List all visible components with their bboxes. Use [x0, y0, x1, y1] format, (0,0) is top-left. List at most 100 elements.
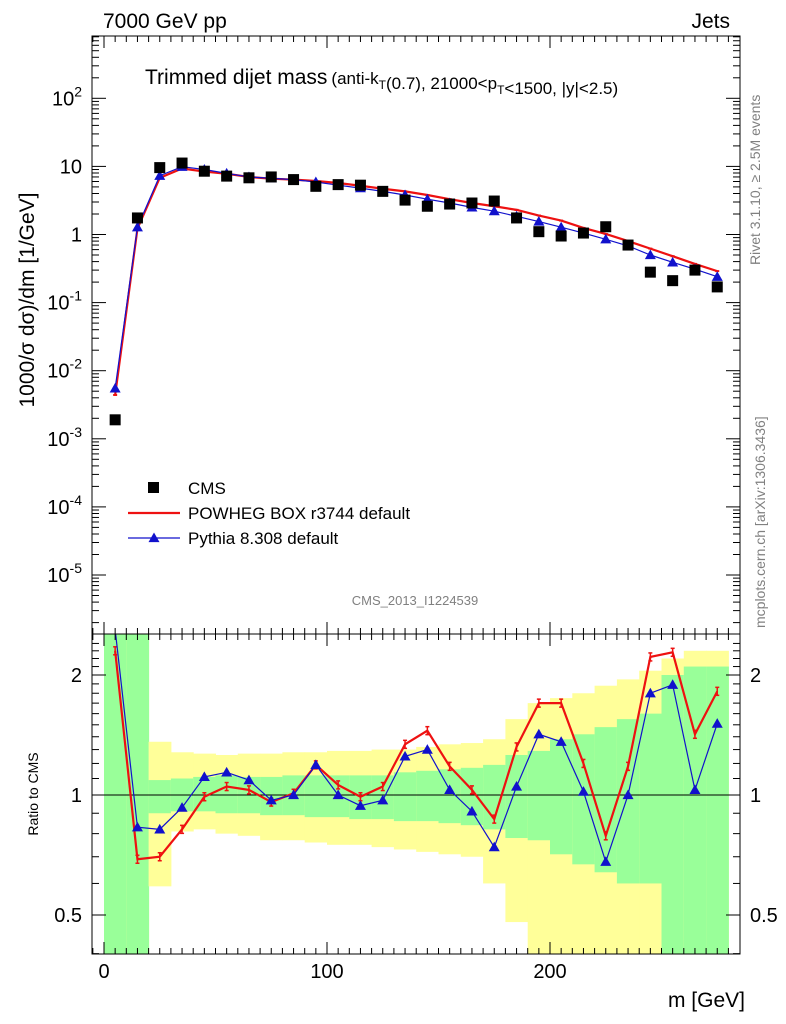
- legend-label: POWHEG BOX r3744 default: [188, 504, 410, 523]
- cms-point: [577, 227, 589, 239]
- inner-band-bin: [550, 739, 573, 855]
- pythia-ratio-point: [622, 789, 634, 800]
- y-tick-label-base: 10: [47, 497, 69, 519]
- pythia-point: [711, 271, 723, 281]
- inner-band-bin: [527, 750, 551, 841]
- y-tick-label-exponent: -5: [70, 560, 83, 576]
- pythia-ratio-point: [176, 802, 188, 812]
- ratio-plot-ticks: 0.5 0.5 1 1 2 2 0 100 200: [54, 634, 778, 983]
- cms-point: [354, 179, 366, 191]
- pythia-point: [555, 221, 567, 232]
- y-tick-label-base: 10: [47, 293, 69, 315]
- inner-band-bin: [594, 727, 618, 873]
- cms-point: [488, 195, 500, 207]
- cms-point: [288, 174, 300, 186]
- pythia-ratio-point: [667, 679, 679, 689]
- outer-band-bin: [148, 741, 172, 887]
- inner-band-bin: [661, 675, 685, 954]
- y-tick-label: 10-2: [47, 356, 82, 383]
- cms-point: [109, 414, 121, 426]
- pythia-ratio-point: [444, 784, 456, 795]
- y-tick-label-base: 10: [52, 88, 74, 110]
- main-y-axis-label-prefix: 1000/: [16, 355, 39, 408]
- cms-point: [265, 171, 277, 183]
- y-tick-label: 10-4: [47, 492, 82, 519]
- x-tick-label: 0: [98, 961, 109, 983]
- pythia-ratio-point: [154, 823, 166, 834]
- cms-point: [600, 221, 612, 233]
- cms-point: [711, 281, 723, 293]
- cms-point: [444, 198, 456, 210]
- cms-point: [511, 212, 523, 224]
- pythia-ratio-point: [555, 736, 567, 746]
- ratio-y-tick-label-left: 2: [71, 665, 82, 687]
- pythia-ratio-point: [577, 786, 589, 796]
- pythia-point: [131, 221, 143, 232]
- cms-point: [466, 197, 478, 209]
- pythia-ratio-point: [711, 718, 723, 728]
- inner-band-bin: [572, 734, 596, 865]
- ratio-plot-series: [113, 634, 723, 866]
- pythia-ratio-point: [243, 774, 255, 785]
- y-tick-label-base: 10: [47, 429, 69, 451]
- cms-point: [176, 157, 188, 169]
- ratio-band-group: [92, 634, 740, 954]
- y-tick-label-exponent: 2: [74, 83, 82, 99]
- cms-point: [555, 230, 567, 242]
- pythia-point: [644, 249, 656, 260]
- pythia-ratio-point: [421, 744, 433, 754]
- pythia-ratio-point: [221, 766, 233, 777]
- cms-point: [221, 170, 233, 182]
- y-tick-label: 10-5: [47, 560, 82, 587]
- ratio-uncertainty-bands: [92, 634, 740, 954]
- ratio-y-axis-label: Ratio to CMS: [25, 752, 41, 835]
- ratio-y-tick-label-right: 1: [750, 785, 761, 807]
- powheg-series-line: [114, 167, 718, 396]
- legend: CMS POWHEG BOX r3744 default Pythia 8.308 …: [128, 479, 410, 548]
- x-tick-label: 100: [310, 961, 343, 983]
- cms-point: [421, 200, 433, 212]
- main-series-group: [109, 157, 723, 426]
- inner-band-bin: [126, 634, 150, 954]
- energy-label: 7000 GeV pp: [103, 10, 227, 33]
- y-tick-label-exponent: -4: [70, 492, 83, 508]
- rivet-version-label: Rivet 3.1.10, ≥ 2.5M events: [747, 95, 763, 265]
- pythia-point: [109, 382, 121, 393]
- y-tick-label-exponent: -3: [70, 424, 83, 440]
- cms-point: [622, 239, 634, 251]
- analysis-id-label: CMS_2013_I1224539: [352, 593, 479, 608]
- x-axis-label: m [GeV]: [668, 989, 745, 1012]
- ratio-series-group: [113, 634, 723, 866]
- ratio-y-tick-label-right: 0.5: [750, 905, 778, 927]
- y-tick-label-exponent: -2: [70, 356, 83, 372]
- pythia-point: [600, 233, 612, 244]
- inner-band-bin: [460, 767, 484, 826]
- subtitle-subscript: T: [379, 78, 387, 92]
- cms-point: [399, 194, 411, 206]
- ratio-plot: 0.5 0.5 1 1 2 2 0 100 200 Ratio to CMS m [GeV]: [25, 633, 778, 1012]
- cms-point: [198, 165, 210, 177]
- inner-band-bin: [215, 775, 239, 814]
- cms-point: [243, 172, 255, 184]
- inner-band-bin: [393, 772, 417, 822]
- ratio-y-tick-label-left: 1: [71, 785, 82, 807]
- subtitle-part: <1500, |y|<2.5): [504, 79, 618, 98]
- legend-marker-pythia: [148, 532, 160, 543]
- subtitle-subscript: T: [497, 83, 505, 97]
- y-tick-label: 10-3: [47, 424, 82, 451]
- pythia-series-line: [114, 166, 718, 389]
- inner-band-bin: [104, 634, 127, 954]
- y-tick-label-base: 10: [47, 361, 69, 383]
- inner-band-bin: [438, 769, 462, 824]
- cms-point: [667, 275, 679, 287]
- cms-point: [131, 212, 143, 224]
- category-label: Jets: [691, 10, 730, 33]
- pythia-point: [667, 256, 679, 267]
- y-tick-label-exponent: -1: [70, 288, 83, 304]
- pythia-ratio-point: [466, 805, 478, 816]
- pythia-ratio-point: [198, 771, 210, 782]
- pythia-point: [533, 216, 545, 226]
